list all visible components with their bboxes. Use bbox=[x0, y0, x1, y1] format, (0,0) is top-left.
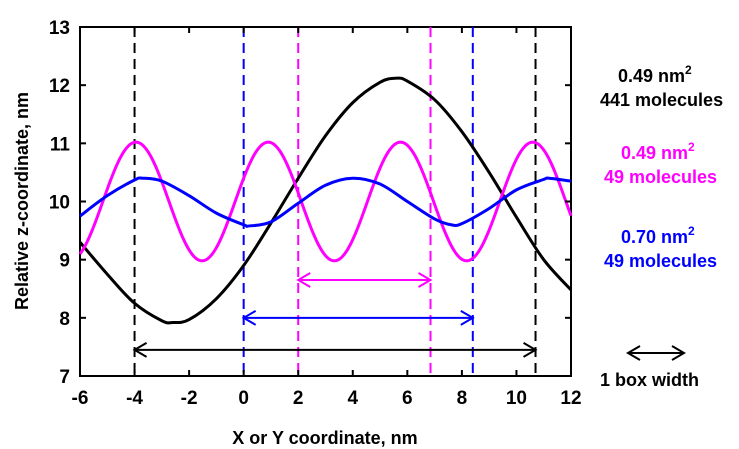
y-tick-label: 9 bbox=[59, 251, 70, 272]
legend-count-blue: 49 molecules bbox=[604, 251, 717, 271]
legend-area-blue: 0.70 nm2 bbox=[621, 224, 695, 247]
x-tick-label: -6 bbox=[72, 388, 89, 409]
x-tick-label: 12 bbox=[560, 388, 581, 409]
x-tick-label: 4 bbox=[347, 388, 358, 409]
y-tick-label: 10 bbox=[49, 193, 70, 214]
legend-area-black: 0.49 nm2 bbox=[618, 63, 692, 86]
x-axis-label: X or Y coordinate, nm bbox=[232, 428, 417, 448]
series-49-molecules-070-curve bbox=[79, 176, 572, 228]
y-tick-label: 8 bbox=[59, 309, 70, 330]
x-tick-label: 2 bbox=[293, 388, 304, 409]
x-tick-label: 0 bbox=[238, 388, 249, 409]
x-tick-label: 8 bbox=[457, 388, 468, 409]
y-tick-label: 7 bbox=[59, 367, 70, 388]
y-tick-label: 12 bbox=[49, 76, 70, 97]
box-width-arrow bbox=[132, 341, 538, 358]
legend-area-magenta: 0.49 nm2 bbox=[621, 140, 695, 163]
box-width-arrow bbox=[296, 272, 433, 288]
x-tick-label: -2 bbox=[181, 388, 198, 409]
x-tick-label: -4 bbox=[126, 388, 143, 409]
y-tick-label: 13 bbox=[49, 18, 70, 39]
y-axis-label: Relative z-coordinate, nm bbox=[12, 92, 32, 310]
box-width-key-label: 1 box width bbox=[600, 370, 699, 390]
legend-count-black: 441 molecules bbox=[600, 90, 723, 110]
series-441-molecules-curve bbox=[78, 76, 573, 325]
box-width-arrow bbox=[241, 309, 475, 326]
x-tick-label: 10 bbox=[506, 388, 527, 409]
legend: 0.49 nm2 441 molecules 0.49 nm2 49 molec… bbox=[600, 63, 723, 390]
legend-count-magenta: 49 molecules bbox=[604, 167, 717, 187]
box-width-key-arrow bbox=[626, 345, 686, 361]
y-tick-label: 11 bbox=[50, 134, 71, 155]
x-tick-label: 6 bbox=[402, 388, 413, 409]
